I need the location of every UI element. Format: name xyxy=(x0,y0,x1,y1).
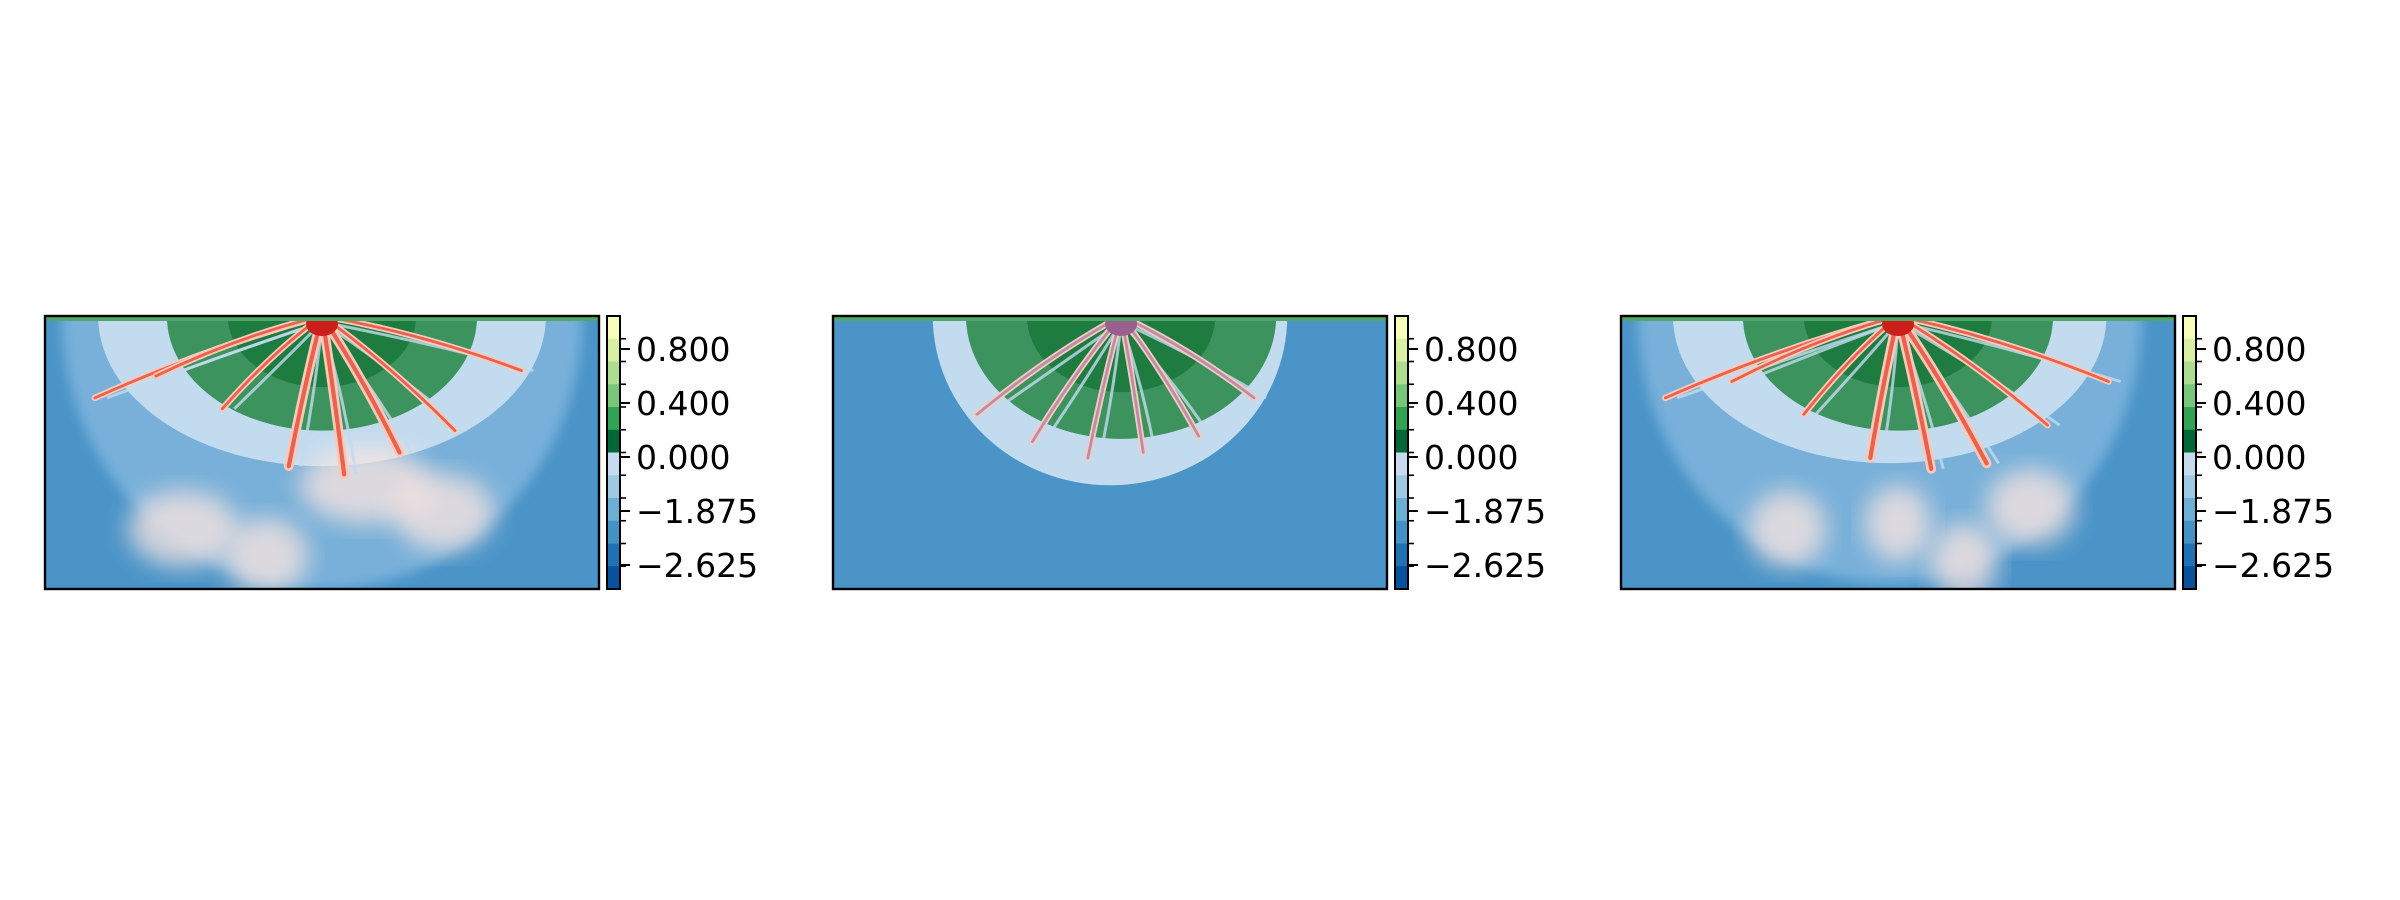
colorbar-segment xyxy=(607,498,620,522)
colorbar-segment xyxy=(607,452,620,476)
colorbar-tick-label: 0.800 xyxy=(2212,330,2306,369)
panel-1: 0.800 0.400 0.000 −1.875 −2.625 xyxy=(43,314,758,591)
colorbar-tick-label: −1.875 xyxy=(636,492,758,531)
colorbar-tick-label: 0.000 xyxy=(636,438,730,477)
colorbar-segment xyxy=(607,429,620,453)
colorbar-2: 0.800 0.400 0.000 −1.875 −2.625 xyxy=(1394,315,1546,590)
channel xyxy=(1896,316,2049,427)
colorbar-segment xyxy=(1395,520,1408,544)
colorbar-segment xyxy=(1395,407,1408,431)
colorbar-segment xyxy=(607,361,620,385)
colorbar-segment xyxy=(2183,566,2196,590)
colorbar-segment xyxy=(2183,338,2196,362)
colorbar-tick-label: −2.625 xyxy=(636,546,758,585)
shoreline xyxy=(833,316,1387,321)
colorbar-1: 0.800 0.400 0.000 −1.875 −2.625 xyxy=(606,315,758,590)
panel-2: 0.800 0.400 0.000 −1.875 −2.625 xyxy=(831,314,1546,591)
colorbar-segment xyxy=(1395,338,1408,362)
colorbar-tick-label: 0.800 xyxy=(636,330,730,369)
colorbar-tick-label: 0.000 xyxy=(2212,438,2306,477)
plume xyxy=(225,518,309,589)
colorbar-tick-label: −2.625 xyxy=(1424,546,1546,585)
colorbar-segment xyxy=(607,566,620,590)
colorbar-tick-label: 0.400 xyxy=(2212,384,2306,423)
colorbar-segment xyxy=(607,407,620,431)
axes-frame xyxy=(831,314,1389,591)
heatmap-2 xyxy=(833,316,1387,589)
colorbar-segment xyxy=(2183,543,2196,567)
colorbar-segment xyxy=(607,520,620,544)
colorbar-segment xyxy=(2183,498,2196,522)
plume xyxy=(1931,523,1998,589)
colorbar-tick-label: 0.400 xyxy=(636,384,730,423)
plume xyxy=(128,490,239,568)
channel xyxy=(975,316,1123,416)
colorbar-segment xyxy=(1395,384,1408,408)
plume xyxy=(1986,468,2076,546)
colorbar-segment xyxy=(1395,498,1408,522)
colorbar-segment xyxy=(1395,566,1408,590)
colorbar-segment xyxy=(607,475,620,499)
heatmap-1 xyxy=(45,316,599,589)
colorbar-segment xyxy=(2183,407,2196,431)
colorbar-segment xyxy=(1395,316,1408,340)
axes-frame xyxy=(1619,314,2177,591)
colorbar-segment xyxy=(607,543,620,567)
colorbar-segment xyxy=(1395,543,1408,567)
plume xyxy=(394,474,494,551)
colorbar-segment xyxy=(1395,475,1408,499)
colorbar-segment xyxy=(607,338,620,362)
colorbar-segment xyxy=(607,384,620,408)
colorbar-tick-label: −2.625 xyxy=(2212,546,2334,585)
colorbar-tick-label: −1.875 xyxy=(2212,492,2334,531)
colorbar-segment xyxy=(2183,520,2196,544)
colorbar-tick-label: −1.875 xyxy=(1424,492,1546,531)
plume xyxy=(1748,490,1826,568)
colorbar-segment xyxy=(1395,429,1408,453)
colorbar-segment xyxy=(607,316,620,340)
inter-channel xyxy=(1098,321,1123,459)
colorbar-segment xyxy=(2183,316,2196,340)
axes-frame xyxy=(43,314,601,591)
colorbar-segment xyxy=(2183,475,2196,499)
heatmap-3 xyxy=(1621,316,2175,589)
panel-3: 0.800 0.400 0.000 −1.875 −2.625 xyxy=(1619,314,2334,591)
channel xyxy=(320,316,457,433)
shoreline xyxy=(1621,316,2175,321)
colorbar-tick-label: 0.000 xyxy=(1424,438,1518,477)
channel xyxy=(154,316,324,378)
shoreline xyxy=(45,316,599,321)
colorbar-tick-label: 0.800 xyxy=(1424,330,1518,369)
colorbar-segment xyxy=(1395,452,1408,476)
channel xyxy=(1730,316,1900,383)
colorbar-segment xyxy=(2183,429,2196,453)
channel xyxy=(1896,316,2110,383)
colorbar-segment xyxy=(2183,361,2196,385)
colorbar-segment xyxy=(2183,452,2196,476)
colorbar-segment xyxy=(1395,361,1408,385)
colorbar-segment xyxy=(2183,384,2196,408)
colorbar-tick-label: 0.400 xyxy=(1424,384,1518,423)
colorbar-3: 0.800 0.400 0.000 −1.875 −2.625 xyxy=(2182,315,2334,590)
plume xyxy=(1864,485,1932,562)
